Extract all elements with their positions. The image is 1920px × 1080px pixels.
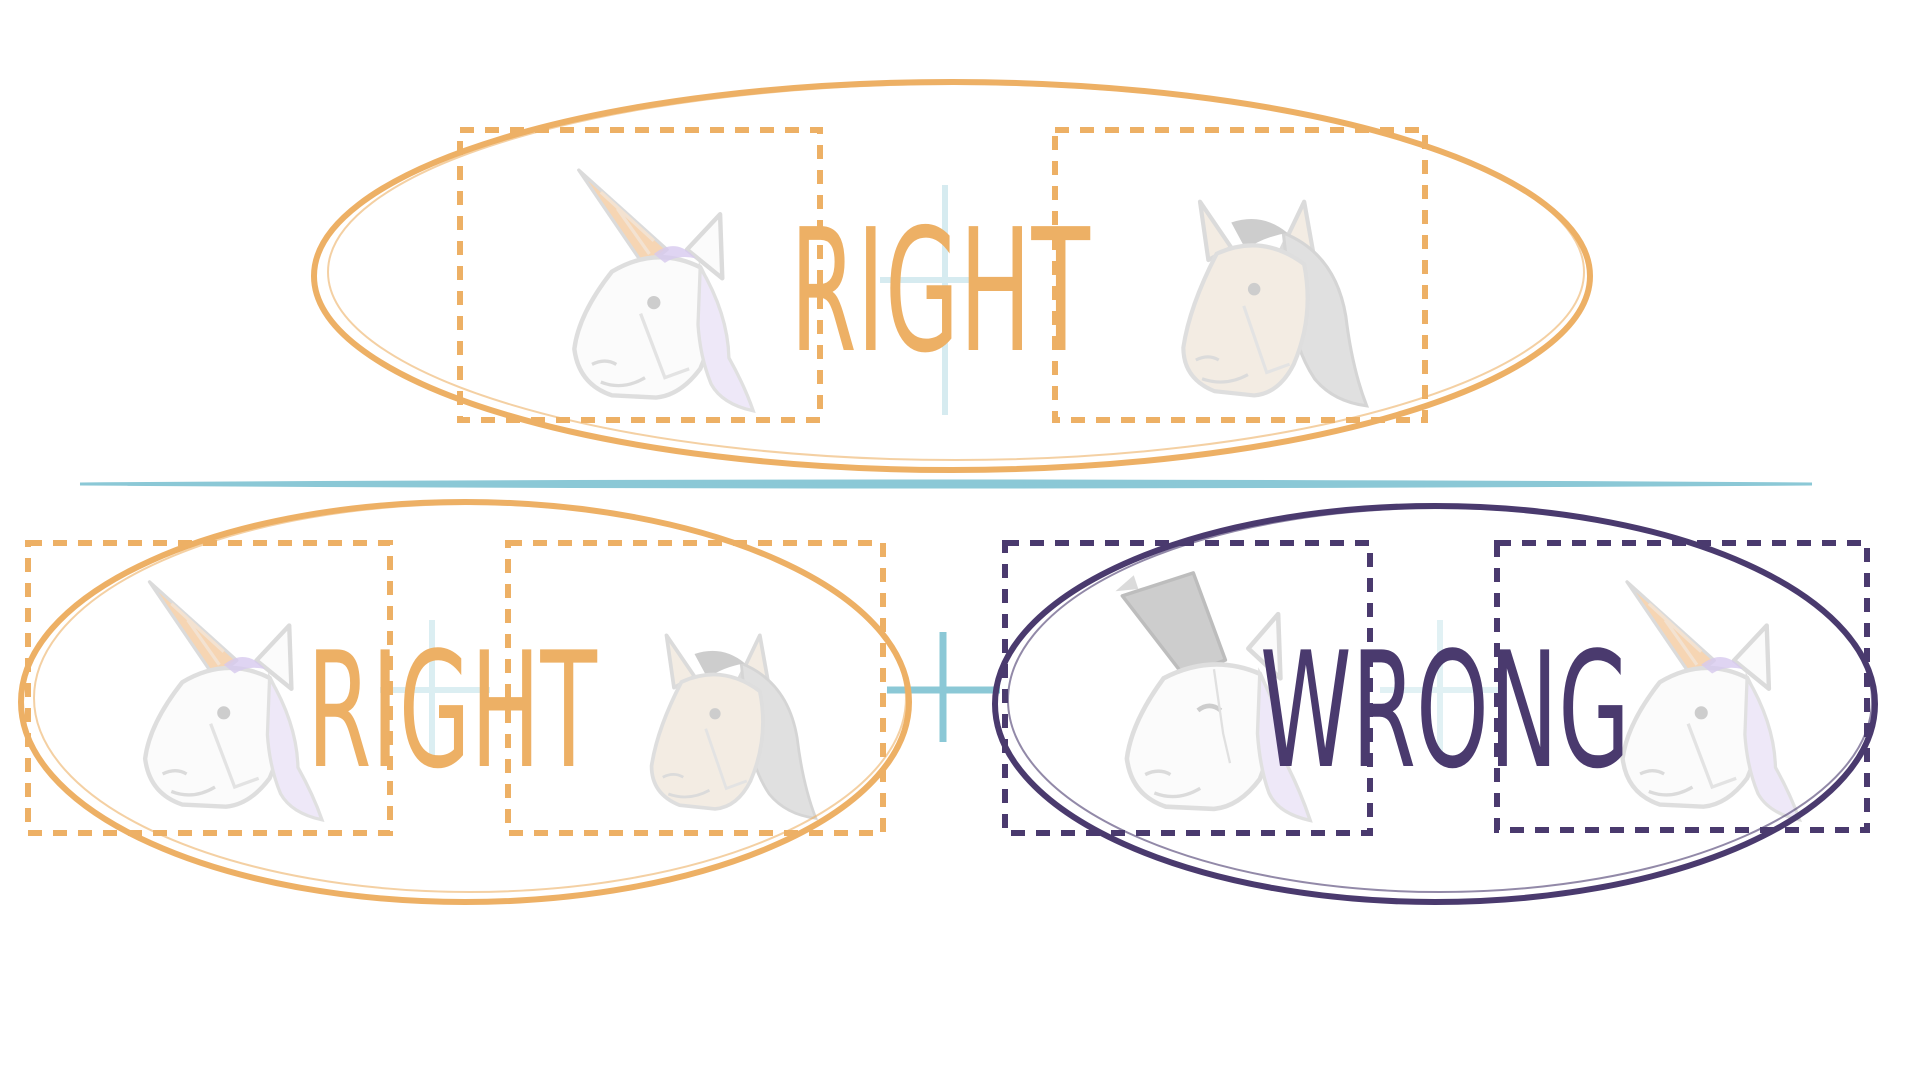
divider-line [79, 479, 1813, 489]
bottom-right-ellipse-sketch [1007, 507, 1873, 893]
bottom-left-label: RIGHT [307, 617, 598, 804]
bottom-right-label: WRONG [1260, 617, 1630, 804]
bottom-left-ellipse [18, 499, 912, 905]
unicorn-icon [574, 170, 753, 411]
top-group: RIGHT [311, 79, 1593, 473]
horse-icon [1183, 202, 1366, 406]
bottom-left-group: RIGHT [18, 499, 912, 905]
bottom-left-faint-cross [380, 620, 490, 760]
top-label: RIGHT [790, 193, 1091, 391]
unicorn-icon [1623, 582, 1800, 820]
bottom-right-ellipse [992, 503, 1878, 905]
unicorn-icon [145, 582, 322, 820]
top-ellipse [311, 79, 1593, 473]
bottom-left-dashed-box-b [505, 540, 886, 836]
bottom-right-group: WRONG [992, 503, 1878, 905]
bottom-left-ellipse-sketch [33, 503, 907, 893]
top-left-dashed-box [457, 127, 823, 423]
top-right-dashed-box [1052, 127, 1428, 423]
top-faint-cross [880, 185, 1010, 415]
top-ellipse-sketch [327, 83, 1585, 461]
bottom-right-faint-cross [1380, 620, 1500, 760]
horse-icon [652, 635, 816, 818]
